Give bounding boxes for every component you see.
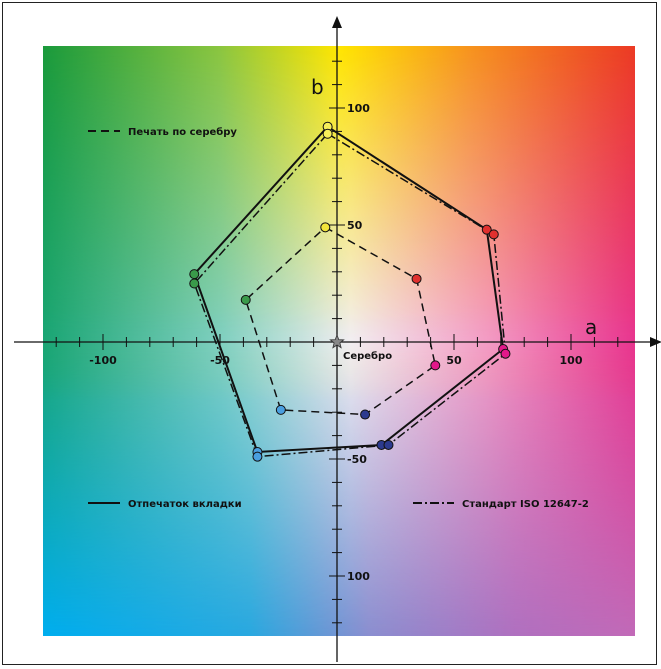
legend-label: Печать по серебру xyxy=(128,126,237,138)
data-point xyxy=(430,360,441,371)
labels: -100 -50 50 100 100 50 -50 100 a b Серебро xyxy=(89,75,597,583)
y-tick-label: 50 xyxy=(347,219,363,232)
x-tick-label: 100 xyxy=(560,354,583,367)
legend-label: Отпечаток вкладки xyxy=(128,499,242,510)
x-tick-label: 50 xyxy=(446,354,462,367)
legend-label: Стандарт ISO 12647-2 xyxy=(462,499,589,510)
data-point xyxy=(411,273,422,284)
x-axis-label: a xyxy=(585,315,597,339)
origin-star-icon xyxy=(329,333,345,349)
color-space-background xyxy=(43,46,635,636)
x-axis-arrow xyxy=(650,337,661,347)
data-point xyxy=(383,439,394,450)
x-tick-label: -50 xyxy=(210,354,230,367)
data-point xyxy=(500,348,511,359)
data-point xyxy=(488,229,499,240)
data-point xyxy=(189,278,200,289)
series-points xyxy=(189,121,511,462)
data-point xyxy=(240,294,251,305)
y-tick-label: 100 xyxy=(347,570,370,583)
x-tick-label: -100 xyxy=(89,354,117,367)
data-point xyxy=(189,269,200,280)
y-axis-arrow xyxy=(332,16,342,28)
data-point xyxy=(322,128,333,139)
data-point xyxy=(481,224,492,235)
y-axis-label: b xyxy=(311,75,324,99)
data-point xyxy=(252,451,263,462)
data-point xyxy=(275,404,286,415)
legend: Печать по серебру Отпечаток вкладки Станда… xyxy=(88,126,589,510)
data-point xyxy=(360,409,371,420)
data-point xyxy=(320,222,331,233)
origin-label: Серебро xyxy=(343,350,392,362)
y-tick-label: -50 xyxy=(347,453,367,466)
y-tick-label: 100 xyxy=(347,102,370,115)
